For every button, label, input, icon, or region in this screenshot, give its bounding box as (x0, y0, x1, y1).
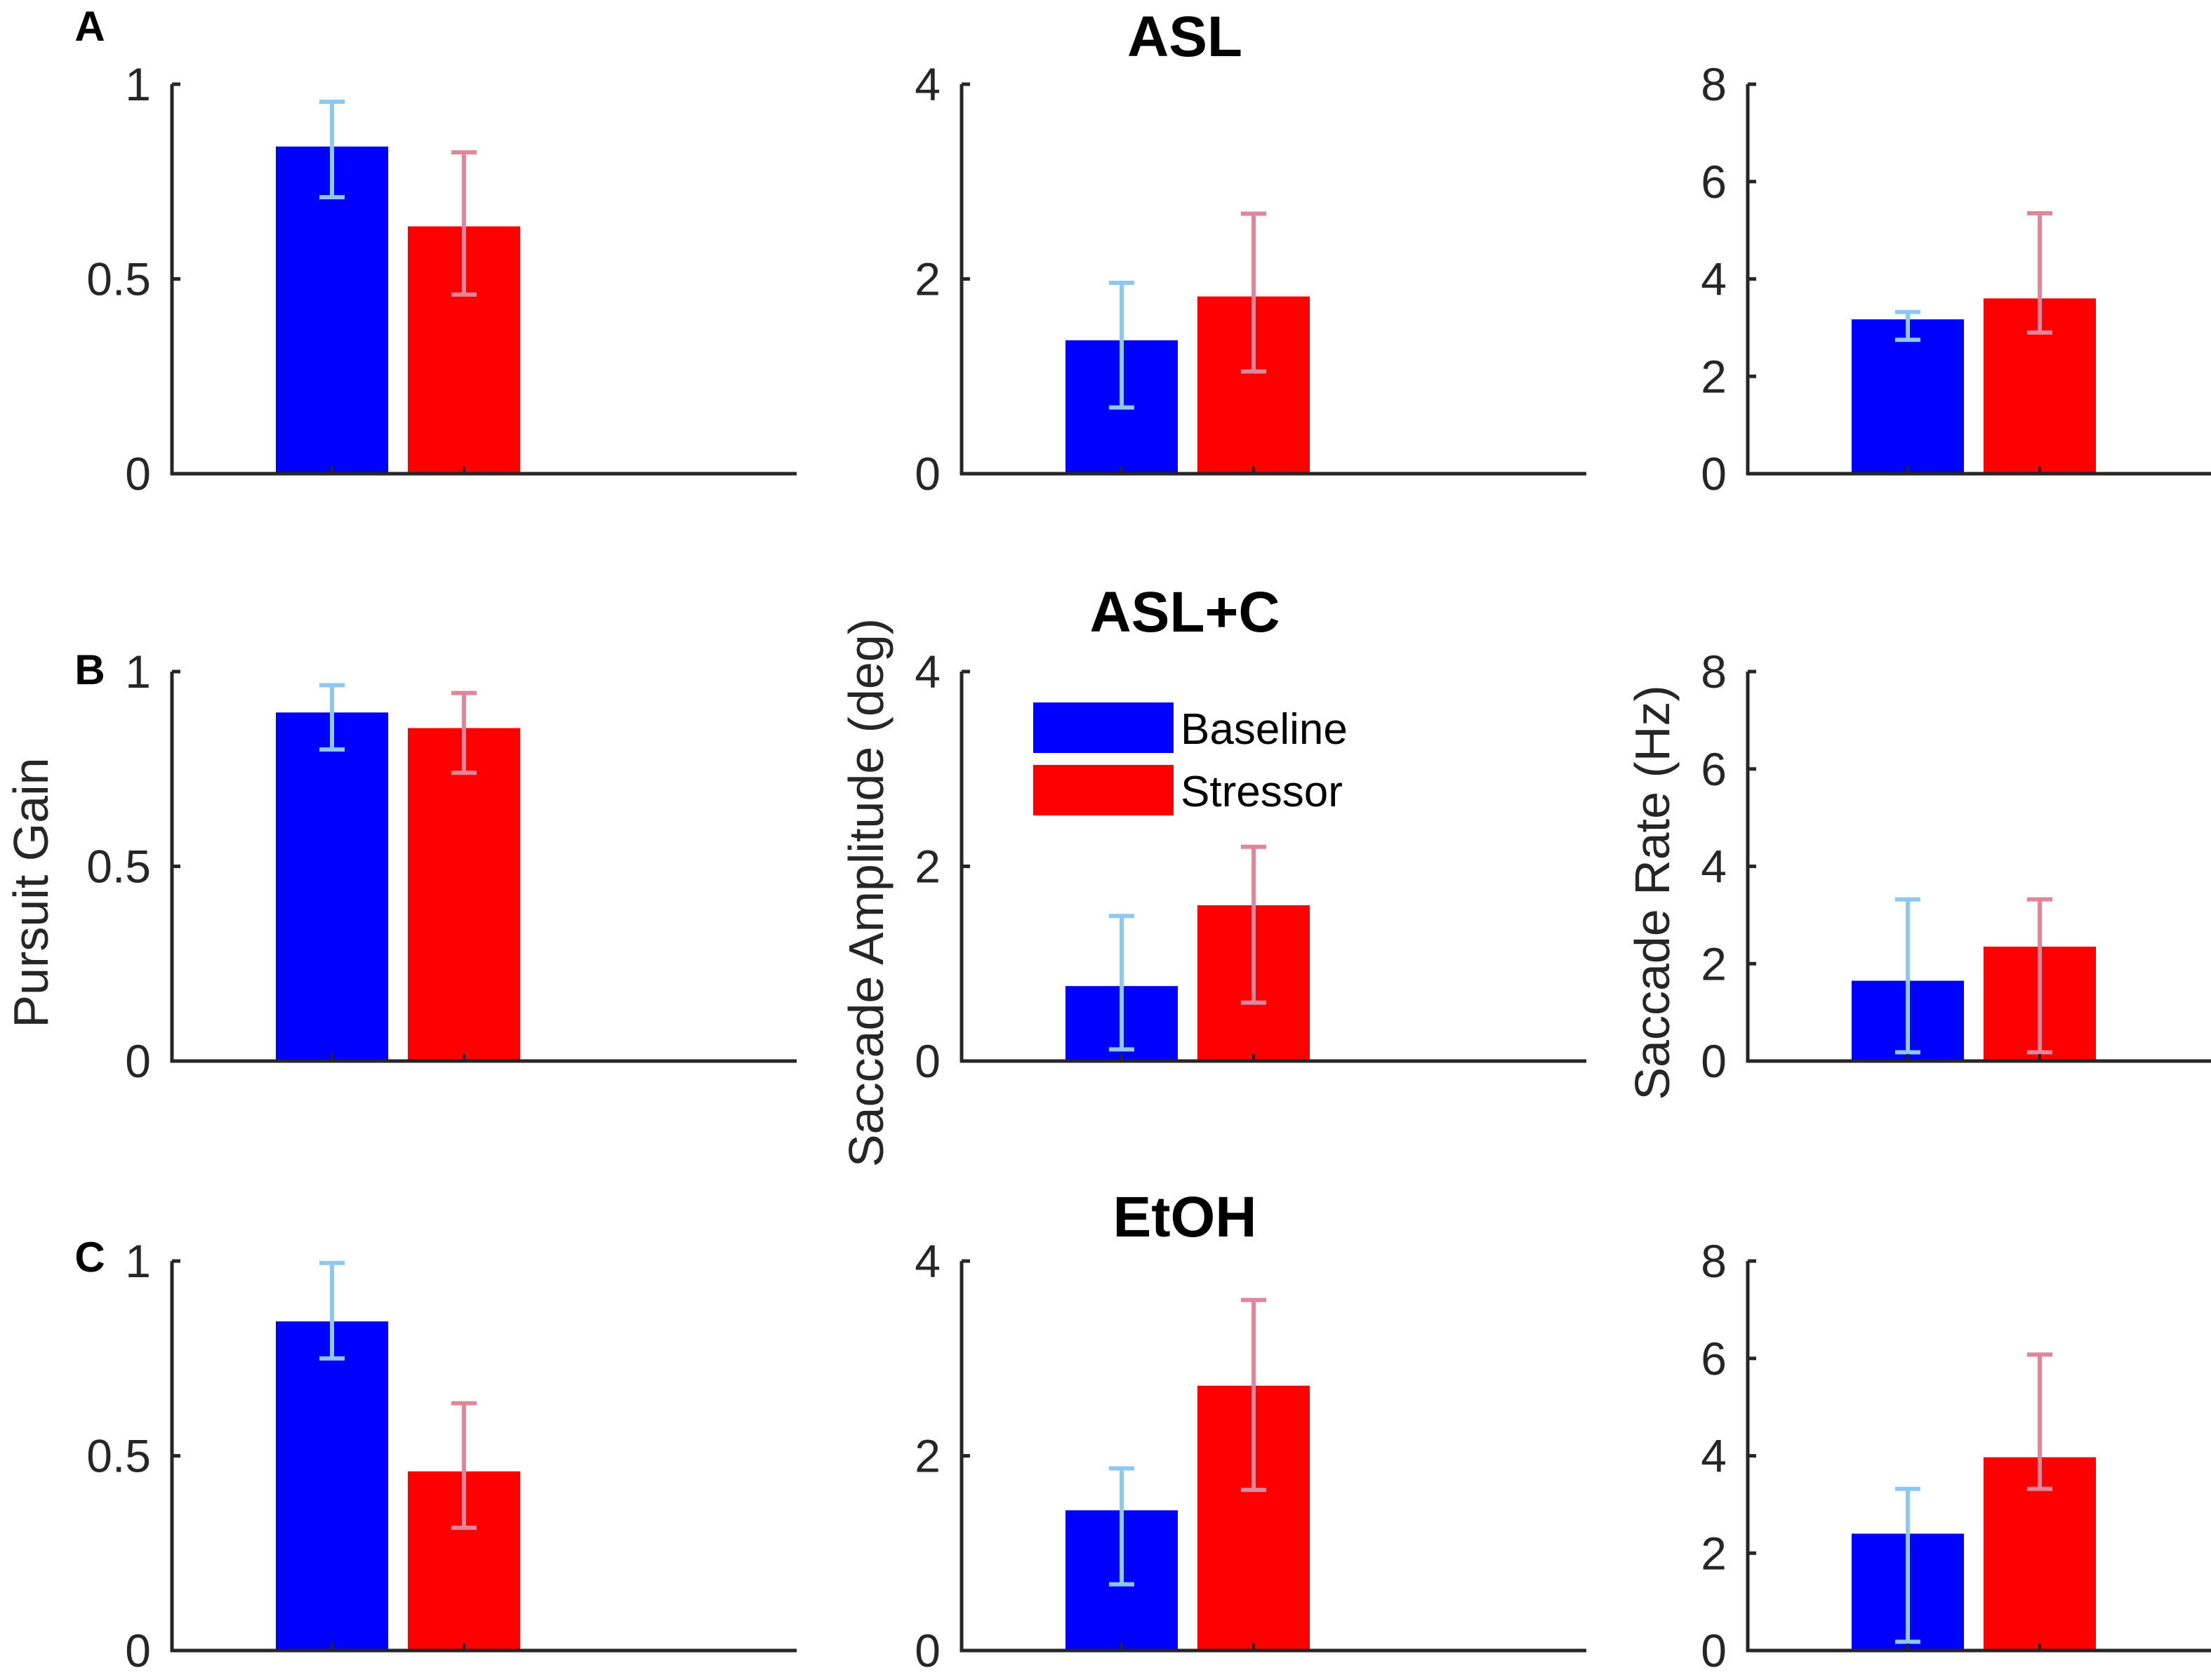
y-axis-label-pursuit-gain: Pursuit Gain (4, 757, 58, 1027)
legend-label-stressor: Stressor (1181, 768, 1343, 816)
y-tick-label-asl-c-saccade-amplitude: 2 (915, 841, 941, 893)
panel-asl-c-saccade-amplitude: 0 2 4 (915, 646, 1586, 1087)
panel-asl-c-saccade-rate: 0 2 4 6 8 (1701, 646, 2211, 1087)
panel-asl-pursuit-gain: 00.51 (86, 58, 797, 500)
y-tick-label-etoh-saccade-rate: 4 (1701, 1430, 1727, 1482)
y-tick-label-etoh-pursuit-gain: 1 (125, 1235, 151, 1287)
legend-swatch-baseline (1033, 702, 1174, 753)
y-tick-label-asl-saccade-rate: 4 (1701, 253, 1727, 305)
y-tick-label-etoh-saccade-amplitude: 0 (915, 1625, 941, 1676)
y-tick-label-etoh-saccade-rate: 6 (1701, 1333, 1727, 1385)
y-tick-label-asl-saccade-rate: 8 (1701, 58, 1727, 110)
y-tick-label-asl-pursuit-gain: 0.5 (86, 253, 151, 305)
y-tick-label-asl-c-saccade-rate: 2 (1701, 938, 1727, 989)
legend: Baseline Stressor (1033, 702, 1348, 816)
panel-etoh-saccade-amplitude: 0 2 4 (915, 1235, 1586, 1676)
y-tick-label-etoh-saccade-rate: 0 (1701, 1625, 1727, 1676)
y-axis-label-saccade-rate: Saccade Rate (Hz) (1625, 685, 1680, 1100)
row-title-asl-c: ASL+C (1089, 580, 1280, 644)
panel-asl-saccade-amplitude: 0 2 4 (915, 58, 1586, 500)
bar-asl-pursuit-gain-baseline (276, 146, 388, 474)
y-tick-label-etoh-pursuit-gain: 0.5 (86, 1430, 151, 1482)
y-tick-label-asl-c-saccade-rate: 6 (1701, 743, 1727, 795)
y-tick-label-asl-saccade-rate: 6 (1701, 156, 1727, 208)
y-tick-label-asl-c-saccade-amplitude: 0 (915, 1035, 941, 1087)
panel-letter-c: C (74, 1234, 105, 1281)
y-tick-label-asl-c-saccade-rate: 8 (1701, 646, 1727, 698)
y-tick-label-asl-c-saccade-rate: 4 (1701, 841, 1727, 893)
bar-asl-c-pursuit-gain-baseline (276, 712, 388, 1061)
y-tick-label-asl-saccade-rate: 0 (1701, 448, 1727, 500)
legend-label-baseline: Baseline (1181, 705, 1348, 754)
y-tick-label-asl-c-pursuit-gain: 0.5 (86, 841, 151, 893)
y-tick-label-etoh-pursuit-gain: 0 (125, 1625, 151, 1676)
y-tick-label-asl-pursuit-gain: 1 (125, 58, 151, 110)
bar-asl-c-pursuit-gain-stressor (408, 728, 520, 1061)
y-tick-label-etoh-saccade-amplitude: 4 (915, 1235, 941, 1287)
y-tick-label-asl-c-saccade-rate: 0 (1701, 1035, 1727, 1087)
y-axis-label-saccade-amplitude: Saccade Amplitude (deg) (839, 618, 894, 1167)
y-tick-label-etoh-saccade-rate: 8 (1701, 1235, 1727, 1287)
y-tick-label-etoh-saccade-amplitude: 2 (915, 1430, 941, 1482)
row-title-etoh: EtOH (1113, 1185, 1257, 1249)
row-title-asl: ASL (1127, 5, 1242, 69)
panel-letter-a: A (74, 3, 105, 50)
panel-etoh-saccade-rate: 0 2 4 6 8 (1701, 1235, 2211, 1676)
y-tick-label-etoh-saccade-rate: 2 (1701, 1527, 1727, 1579)
y-tick-label-asl-saccade-amplitude: 0 (915, 448, 941, 500)
panel-asl-c-pursuit-gain: 00.51 (86, 646, 797, 1087)
panel-asl-saccade-rate: 0 2 4 6 8 (1701, 58, 2211, 500)
y-tick-label-asl-c-pursuit-gain: 0 (125, 1035, 151, 1087)
y-tick-label-asl-c-pursuit-gain: 1 (125, 646, 151, 698)
y-tick-label-asl-pursuit-gain: 0 (125, 448, 151, 500)
y-tick-label-asl-saccade-amplitude: 2 (915, 253, 941, 305)
y-tick-label-asl-c-saccade-amplitude: 4 (915, 646, 941, 698)
panel-letter-b: B (74, 646, 105, 693)
bar-etoh-pursuit-gain-baseline (276, 1321, 388, 1651)
y-tick-label-asl-saccade-rate: 2 (1701, 350, 1727, 402)
legend-swatch-stressor (1033, 765, 1174, 815)
y-tick-label-asl-saccade-amplitude: 4 (915, 58, 941, 110)
panel-etoh-pursuit-gain: 00.51 (86, 1235, 797, 1676)
bar-asl-saccade-rate-baseline (1852, 319, 1964, 474)
